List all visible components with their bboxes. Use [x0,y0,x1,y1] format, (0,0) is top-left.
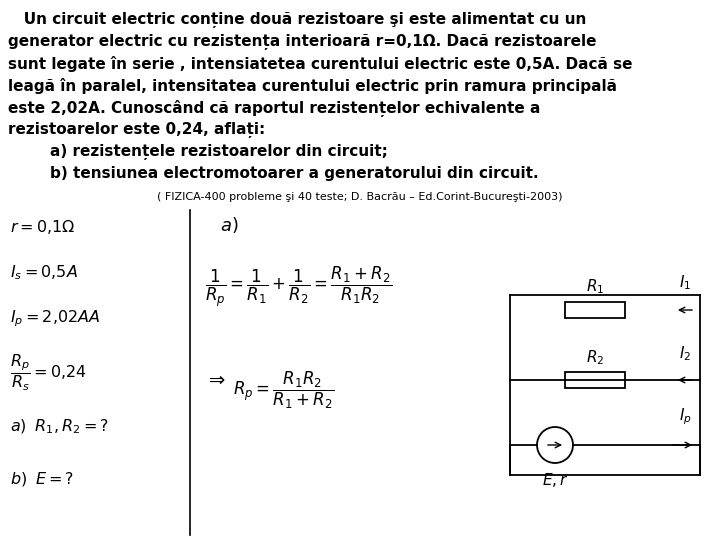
Text: $\Rightarrow$: $\Rightarrow$ [205,370,226,389]
Text: $\dfrac{R_p}{R_s} = 0{,}24$: $\dfrac{R_p}{R_s} = 0{,}24$ [10,353,87,394]
Text: $R_p = \dfrac{R_1 R_2}{R_1 + R_2}$: $R_p = \dfrac{R_1 R_2}{R_1 + R_2}$ [233,370,334,411]
Text: Un circuit electric conține două rezistoare şi este alimentat cu un: Un circuit electric conține două rezisto… [8,12,586,28]
Text: $b)\;\; E = ?$: $b)\;\; E = ?$ [10,470,74,488]
Text: a) rezistențele rezistoarelor din circuit;: a) rezistențele rezistoarelor din circui… [8,144,388,160]
Text: $r = 0{,}1\Omega$: $r = 0{,}1\Omega$ [10,218,76,236]
Text: rezistoarelor este 0,24, aflați:: rezistoarelor este 0,24, aflați: [8,122,265,138]
Text: leagă în paralel, intensitatea curentului electric prin ramura principală: leagă în paralel, intensitatea curentulu… [8,78,617,94]
Text: $I_p = 2{,}02AA$: $I_p = 2{,}02AA$ [10,308,100,329]
Text: sunt legate în serie , intensiatetea curentului electric este 0,5A. Dacă se: sunt legate în serie , intensiatetea cur… [8,56,632,72]
Text: ( FIZICA-400 probleme şi 40 teste; D. Bacrău – Ed.Corint-Bucureşti-2003): ( FIZICA-400 probleme şi 40 teste; D. Ba… [157,192,563,202]
Text: b) tensiunea electromotoarer a generatorului din circuit.: b) tensiunea electromotoarer a generator… [8,166,539,181]
Text: $a)$: $a)$ [220,215,238,235]
Text: $I_2$: $I_2$ [679,345,691,363]
Text: $R_1$: $R_1$ [586,278,604,296]
Text: $R_2$: $R_2$ [586,348,604,367]
Circle shape [537,427,573,463]
Text: $E, r$: $E, r$ [541,471,568,489]
Text: $I_1$: $I_1$ [679,273,691,292]
Text: $a)\;\; R_1, R_2 = ?$: $a)\;\; R_1, R_2 = ?$ [10,418,109,436]
Bar [565,302,625,318]
Text: $I_p$: $I_p$ [679,407,691,427]
Text: $I_s = 0{,}5A$: $I_s = 0{,}5A$ [10,263,78,282]
Text: generator electric cu rezistența interioară r=0,1Ω. Dacă rezistoarele: generator electric cu rezistența interio… [8,34,596,50]
Text: $\dfrac{1}{R_p} = \dfrac{1}{R_1} + \dfrac{1}{R_2} = \dfrac{R_1 + R_2}{R_1 R_2}$: $\dfrac{1}{R_p} = \dfrac{1}{R_1} + \dfra… [205,265,392,309]
Text: este 2,02A. Cunoscând că raportul rezistențelor echivalente a: este 2,02A. Cunoscând că raportul rezist… [8,100,541,117]
Bar [565,372,625,388]
